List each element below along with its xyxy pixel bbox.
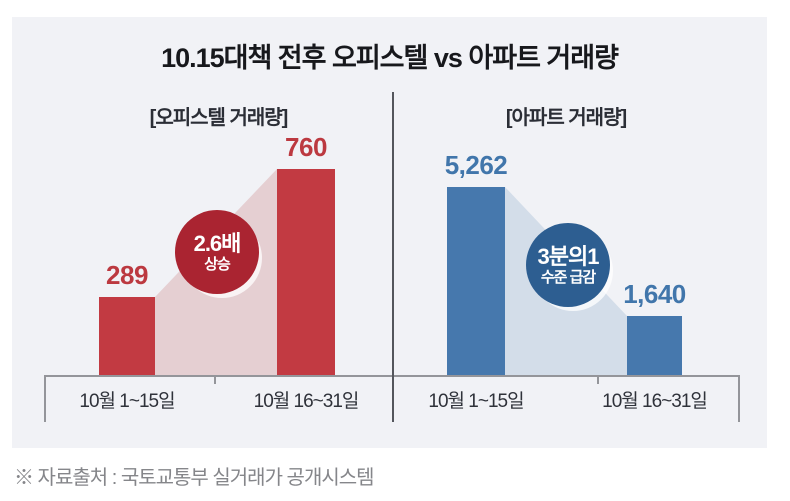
- officetel-change-badge: 2.6배 상승: [175, 210, 259, 294]
- badge-line2: 상승: [204, 255, 231, 273]
- apartment-change-badge: 3분의1 수준 급감: [526, 223, 610, 307]
- apartment-chart-title: [아파트 거래량]: [505, 107, 627, 129]
- badge-line2: 수준 급감: [540, 268, 596, 286]
- category-label: 10월 1~15일: [428, 391, 524, 412]
- data-source-note: ※ 자료출처 : 국토교통부 실거래가 공개시스템: [14, 467, 375, 489]
- axis-end-tick-right: [738, 375, 740, 422]
- officetel-bar-oct16-31: [277, 169, 335, 375]
- category-label: 10월 16~31일: [253, 391, 360, 412]
- apartment-bar-oct1-15: [447, 187, 505, 375]
- chart-divider: [392, 92, 394, 422]
- apartment-value-oct1-15: 5,262: [444, 150, 508, 180]
- category-label: 10월 16~31일: [602, 391, 708, 412]
- apartment-value-oct16-31: 1,640: [623, 279, 686, 309]
- chart-panel: [12, 17, 767, 448]
- officetel-chart-title: [오피스텔 거래량]: [149, 107, 289, 129]
- category-separator-tick-officetel: [214, 375, 216, 384]
- apartment-bar-oct16-31: [627, 316, 682, 375]
- officetel-value-oct1-15: 289: [106, 260, 148, 290]
- axis-end-tick-left: [44, 375, 46, 422]
- page-title: 10.15대책 전후 오피스텔 vs 아파트 거래량: [161, 43, 619, 73]
- officetel-value-oct16-31: 760: [285, 132, 327, 162]
- officetel-bar-oct1-15: [99, 297, 155, 375]
- category-label: 10월 1~15일: [79, 391, 175, 412]
- badge-line1: 3분의1: [537, 243, 600, 269]
- badge-line1: 2.6배: [193, 230, 242, 256]
- category-separator-tick-apartment: [597, 375, 599, 384]
